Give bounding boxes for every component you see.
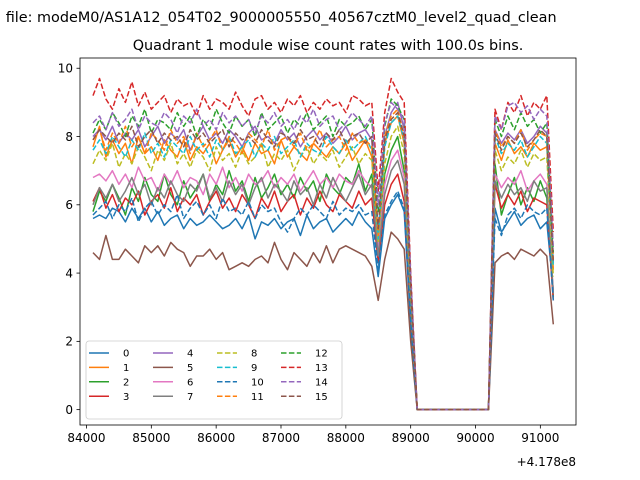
legend-label-5: 5 (187, 363, 193, 374)
series-layer (92, 77, 555, 411)
y-tick-label: 6 (65, 198, 73, 212)
x-tick-label: 86000 (197, 431, 235, 445)
legend-label-13: 13 (315, 363, 328, 374)
legend-label-2: 2 (123, 377, 129, 388)
chart-title: Quadrant 1 module wise count rates with … (133, 38, 524, 54)
series-line-12 (92, 98, 555, 411)
figure-suptitle: n file: modeM0/AS1A12_054T02_9000005550_… (0, 10, 557, 26)
legend-label-10: 10 (251, 377, 264, 388)
legend-label-4: 4 (187, 349, 193, 360)
y-tick-label: 0 (65, 403, 73, 417)
x-offset-label: +4.178e8 (517, 455, 576, 469)
legend-label-15: 15 (315, 392, 328, 403)
x-tick-label: 84000 (67, 431, 105, 445)
x-tick-label: 90000 (456, 431, 494, 445)
x-tick-label: 89000 (392, 431, 430, 445)
legend-label-11: 11 (251, 392, 264, 403)
y-tick-label: 4 (65, 266, 73, 280)
legend-label-8: 8 (251, 349, 257, 360)
y-tick-label: 8 (65, 130, 73, 144)
legend-label-7: 7 (187, 392, 193, 403)
x-tick-label: 91000 (521, 431, 559, 445)
legend-label-6: 6 (187, 377, 193, 388)
legend-label-3: 3 (123, 392, 129, 403)
legend-label-9: 9 (251, 363, 257, 374)
legend-label-14: 14 (315, 377, 328, 388)
legend-label-0: 0 (123, 349, 129, 360)
y-tick-label: 2 (65, 335, 73, 349)
legend-label-12: 12 (315, 349, 328, 360)
x-tick-label: 88000 (327, 431, 365, 445)
series-line-15 (92, 111, 555, 411)
x-tick-label: 85000 (132, 431, 170, 445)
y-tick-label: 10 (58, 62, 73, 76)
legend-label-1: 1 (123, 363, 129, 374)
axes-layer: 84000 85000 86000 87000 88000 89000 90000 91000… (58, 62, 560, 445)
x-tick-label: 87000 (262, 431, 300, 445)
plot-area-frame (79, 57, 577, 426)
legend-frame (85, 340, 343, 420)
